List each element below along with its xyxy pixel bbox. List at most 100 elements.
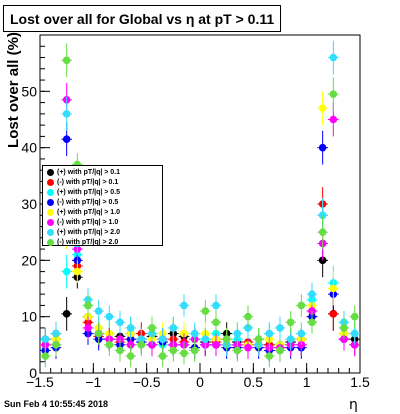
data-point — [126, 352, 135, 360]
data-point — [350, 341, 359, 349]
data-point — [148, 324, 156, 332]
data-point — [244, 343, 252, 352]
data-point — [84, 324, 92, 332]
data-point — [276, 346, 284, 355]
data-point — [158, 335, 167, 344]
data-point — [212, 341, 220, 349]
data-point — [105, 312, 114, 321]
data-point — [62, 267, 71, 276]
legend-label: (+) with pT/|q| > 1.0 — [57, 208, 121, 216]
data-point — [286, 318, 295, 327]
data-point — [169, 324, 178, 332]
data-point — [84, 301, 92, 310]
data-point — [318, 104, 327, 113]
legend-label: (-) with pT/|q| > 0.5 — [57, 198, 119, 206]
data-point — [233, 329, 242, 338]
data-point — [105, 341, 114, 349]
data-point — [201, 307, 210, 315]
data-point — [169, 346, 178, 355]
data-point — [212, 318, 220, 327]
legend-label: (-) with pT/|q| > 0.1 — [57, 178, 119, 186]
data-point — [137, 341, 146, 349]
data-point — [148, 341, 156, 349]
data-point — [201, 335, 210, 344]
data-point — [62, 310, 71, 318]
data-point — [350, 312, 359, 321]
legend-label: (+) with pT/|q| > 0.5 — [57, 188, 121, 196]
legend-entry: (+) with pT/|q| > 2.0 — [43, 227, 162, 237]
data-point — [116, 346, 124, 355]
legend-label: (-) with pT/|q| > 1.0 — [57, 218, 119, 226]
data-point — [212, 301, 220, 310]
data-point — [233, 346, 242, 355]
legend-entry: (-) with pT/|q| > 1.0 — [43, 217, 162, 227]
data-point — [308, 318, 316, 327]
data-point — [340, 324, 348, 332]
x-tick-label: 0.5 — [244, 374, 264, 390]
data-point — [329, 115, 338, 124]
legend-entry: (-) with pT/|q| > 2.0 — [43, 237, 162, 247]
y-axis-label: Lost over all (%) — [5, 32, 22, 148]
data-point — [329, 310, 338, 318]
legend-marker — [43, 178, 57, 186]
y-tick-label: 40 — [21, 140, 37, 156]
legend: (+) with pT/|q| > 0.1 (-) with pT/|q| > … — [42, 165, 163, 246]
x-tick-label: 0 — [196, 374, 204, 390]
data-point — [94, 329, 103, 338]
data-point — [265, 352, 274, 360]
legend-label: (-) with pT/|q| > 2.0 — [57, 238, 119, 246]
timestamp: Sun Feb 4 10:55:45 2018 — [4, 399, 109, 409]
data-point — [62, 135, 71, 144]
x-tick-label: −1.5 — [26, 374, 54, 390]
x-tick-label: 1.5 — [350, 374, 370, 390]
data-point — [297, 329, 306, 338]
legend-marker — [43, 198, 57, 206]
y-tick-label: 30 — [21, 196, 37, 212]
data-point — [41, 335, 50, 344]
data-points — [40, 40, 360, 368]
data-point — [180, 301, 188, 310]
x-tick-label: −0.5 — [133, 374, 161, 390]
y-tick-label: 20 — [21, 252, 37, 268]
data-point — [62, 110, 71, 118]
data-point — [244, 312, 252, 321]
series-7 — [40, 43, 360, 368]
legend-entry: (+) with pT/|q| > 0.1 — [43, 167, 162, 177]
data-point — [286, 335, 295, 344]
data-point — [318, 143, 327, 152]
data-point — [254, 335, 263, 344]
legend-entry: (-) with pT/|q| > 0.5 — [43, 197, 162, 207]
data-point — [116, 318, 124, 327]
data-point — [329, 284, 338, 293]
data-point — [244, 324, 252, 332]
data-point — [329, 90, 338, 98]
x-axis-label: η — [349, 397, 358, 413]
data-point — [158, 352, 167, 360]
legend-label: (+) with pT/|q| > 0.1 — [57, 168, 121, 176]
data-point — [350, 329, 359, 338]
x-tick-label: 1 — [303, 374, 311, 390]
data-point — [180, 349, 188, 358]
data-point — [222, 335, 231, 344]
data-point — [73, 267, 82, 276]
data-point — [52, 341, 60, 349]
legend-entry: (+) with pT/|q| > 0.5 — [43, 187, 162, 197]
chart-title: Lost over all for Global vs η at pT > 0.… — [3, 5, 282, 32]
data-point — [265, 329, 274, 338]
legend-entry: (+) with pT/|q| > 1.0 — [43, 207, 162, 217]
data-point — [190, 346, 199, 355]
legend-marker — [43, 218, 57, 226]
legend-marker — [43, 208, 57, 216]
legend-marker — [43, 188, 57, 196]
data-point — [318, 256, 327, 265]
data-point — [318, 228, 327, 236]
legend-entry: (-) with pT/|q| > 0.1 — [43, 177, 162, 187]
data-point — [94, 307, 103, 315]
axis-ticks: −1.5 −1 −0.5 0 0.5 1 1.5 0 10 20 30 40 50 — [21, 34, 370, 390]
legend-label: (+) with pT/|q| > 2.0 — [57, 228, 121, 236]
legend-marker — [43, 168, 57, 176]
data-point — [297, 301, 306, 310]
data-point — [276, 324, 284, 332]
legend-marker — [43, 238, 57, 246]
